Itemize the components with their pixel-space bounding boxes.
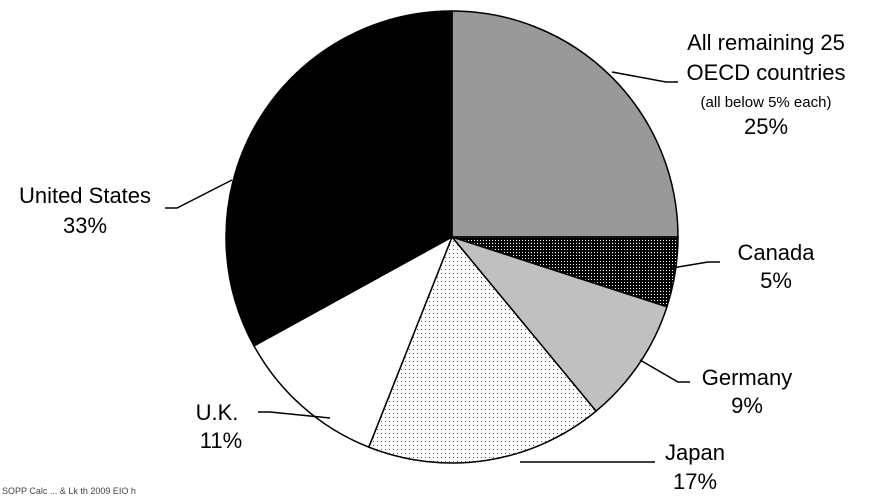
label-canada-name: Canada <box>737 240 815 265</box>
label-uk-name: U.K. <box>196 400 239 425</box>
label-remaining: All remaining 25 OECD countries (all bel… <box>687 30 846 139</box>
slice-united-states <box>225 10 453 347</box>
label-us-name: United States <box>19 183 151 208</box>
label-us-pct: 33% <box>63 213 107 238</box>
label-uk: U.K. 11% <box>196 400 243 453</box>
label-remaining-line1: All remaining 25 <box>687 30 845 55</box>
label-germany-name: Germany <box>702 365 792 390</box>
label-japan-pct: 17% <box>673 469 717 494</box>
label-remaining-pct: 25% <box>744 114 788 139</box>
leader-germany <box>639 359 690 383</box>
label-remaining-line2: OECD countries <box>687 60 846 85</box>
pie-slices <box>225 10 679 464</box>
label-japan: Japan 17% <box>665 440 725 494</box>
leader-lines <box>165 71 720 463</box>
label-japan-name: Japan <box>665 440 725 465</box>
label-canada: Canada 5% <box>737 240 815 293</box>
leader-remaining <box>611 71 678 83</box>
leader-united-states <box>165 179 233 209</box>
label-germany-pct: 9% <box>731 393 763 418</box>
label-united-states: United States 33% <box>19 183 151 238</box>
label-remaining-note: (all below 5% each) <box>701 94 832 111</box>
source-note: SOPP Calc ... & Lk th 2009 EIO h <box>2 486 136 496</box>
slice-germany <box>449 235 668 413</box>
slice-uk <box>252 235 454 449</box>
slice-remaining-oecd <box>451 10 679 238</box>
leader-canada <box>671 261 720 269</box>
label-uk-pct: 11% <box>200 428 242 453</box>
slice-japan <box>367 235 598 464</box>
label-germany: Germany 9% <box>702 365 792 418</box>
label-canada-pct: 5% <box>760 268 792 293</box>
leader-uk <box>258 411 331 419</box>
